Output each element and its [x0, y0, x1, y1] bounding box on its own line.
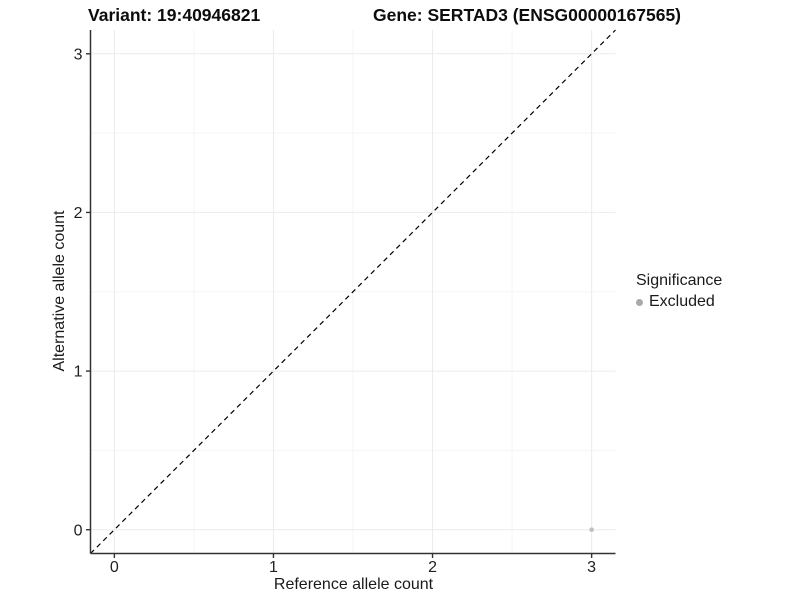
- x-tick-label: 0: [110, 559, 119, 576]
- y-tick-label: 3: [74, 46, 83, 63]
- legend: Significance Excluded: [636, 272, 722, 311]
- data-point: [589, 527, 594, 533]
- legend-title: Significance: [636, 272, 723, 289]
- x-tick-label: 2: [428, 559, 437, 576]
- legend-item-excluded: Excluded: [636, 293, 722, 311]
- x-axis-label: Reference allele count: [273, 576, 434, 593]
- x-tick-label: 1: [269, 559, 278, 576]
- y-tick-label: 1: [74, 364, 83, 381]
- legend-item-label: Excluded: [649, 293, 715, 310]
- plot-title-variant: Variant: 19:40946821: [88, 5, 261, 25]
- y-tick-label: 0: [74, 522, 83, 539]
- legend-key-dot: [636, 298, 643, 306]
- y-axis-label: Alternative allele count: [51, 210, 68, 372]
- identity-dashed-line: [90, 29, 616, 554]
- y-tick-label: 2: [74, 205, 83, 222]
- plot-title-gene: Gene: SERTAD3 (ENSG00000167565): [373, 5, 682, 25]
- x-tick-label: 3: [587, 559, 596, 576]
